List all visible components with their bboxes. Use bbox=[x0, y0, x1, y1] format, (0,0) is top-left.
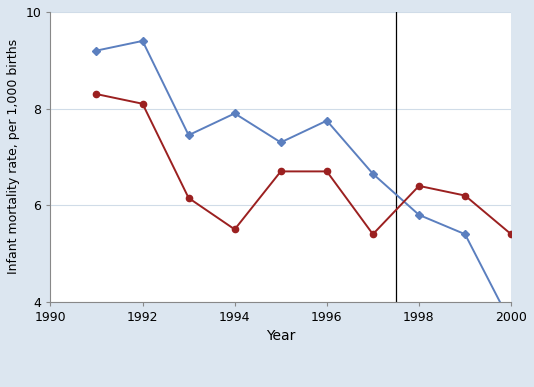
Line: Non-TCZ: Non-TCZ bbox=[93, 91, 514, 237]
TCZ bbox=[324, 118, 330, 123]
TCZ bbox=[462, 232, 468, 236]
TCZ bbox=[185, 133, 192, 137]
TCZ bbox=[508, 321, 514, 326]
Non-TCZ bbox=[93, 92, 100, 96]
TCZ bbox=[370, 171, 376, 176]
TCZ bbox=[416, 212, 422, 217]
Y-axis label: Infant mortality rate, per 1,000 births: Infant mortality rate, per 1,000 births bbox=[7, 39, 20, 274]
TCZ bbox=[139, 39, 146, 43]
Non-TCZ bbox=[416, 183, 422, 188]
Non-TCZ bbox=[370, 232, 376, 236]
TCZ bbox=[231, 111, 238, 116]
Non-TCZ bbox=[324, 169, 330, 174]
Line: TCZ: TCZ bbox=[93, 38, 514, 327]
TCZ bbox=[278, 140, 284, 145]
TCZ bbox=[93, 48, 100, 53]
Non-TCZ bbox=[139, 101, 146, 106]
Non-TCZ bbox=[462, 193, 468, 198]
Non-TCZ bbox=[185, 196, 192, 200]
X-axis label: Year: Year bbox=[266, 329, 295, 343]
Non-TCZ bbox=[508, 232, 514, 236]
Non-TCZ bbox=[278, 169, 284, 174]
Non-TCZ bbox=[231, 227, 238, 232]
